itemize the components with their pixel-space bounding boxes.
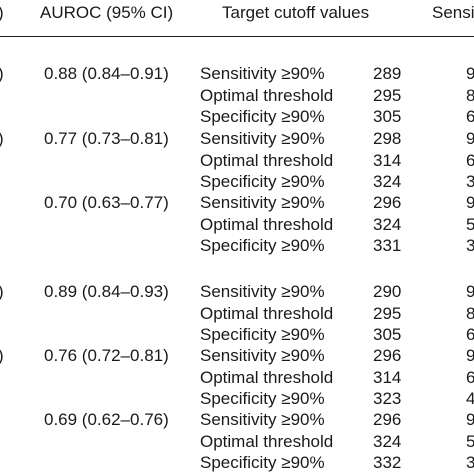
sensitivity-clipped-cell: 5 (466, 431, 474, 451)
table-row: Optimal threshold 324 5 (0, 432, 474, 454)
cutoff-value-cell: 324 (373, 214, 402, 234)
cutoff-label-cell: Specificity ≥90% (200, 325, 325, 344)
table-row: 0.69 (0.62–0.76) Sensitivity ≥90% 296 9 (0, 410, 474, 432)
sensitivity-clipped-cell: 9 (466, 129, 474, 148)
cutoff-value-cell: 324 (373, 431, 402, 451)
clipped-model-cell: ) (0, 346, 4, 366)
sensitivity-clipped-cell: 9 (466, 346, 474, 365)
cutoff-value-cell: 305 (373, 107, 402, 126)
clipped-model-cell: ) (0, 64, 4, 84)
cutoff-label-cell: Sensitivity ≥90% (200, 410, 325, 429)
sensitivity-clipped-cell: 3 (466, 236, 474, 255)
sensitivity-clipped-cell: 3 (466, 172, 474, 191)
cutoff-value-cell: 314 (373, 367, 402, 387)
header-rule (0, 36, 474, 37)
sensitivity-clipped-cell: 5 (466, 214, 474, 234)
cutoff-label-cell: Sensitivity ≥90% (200, 282, 325, 301)
cutoff-label-cell: Optimal threshold (200, 150, 334, 170)
cutoff-label-cell: Specificity ≥90% (200, 107, 325, 126)
header-clipped-col: ) (0, 3, 4, 23)
cutoff-value-cell: 331 (373, 236, 402, 255)
sensitivity-clipped-cell: 6 (466, 325, 474, 344)
table-row: Optimal threshold 324 5 (0, 215, 474, 237)
cutoff-label-cell: Optimal threshold (200, 431, 334, 451)
sensitivity-clipped-cell: 8 (466, 303, 474, 323)
cutoff-label-cell: Optimal threshold (200, 367, 334, 387)
table-row: Specificity ≥90% 331 3 (0, 236, 474, 258)
cutoff-value-cell: 323 (373, 389, 402, 408)
cutoff-label-cell: Specificity ≥90% (200, 172, 325, 191)
table-row: ) 0.76 (0.72–0.81) Sensitivity ≥90% 296 9 (0, 346, 474, 368)
cutoff-label-cell: Optimal threshold (200, 303, 334, 323)
cutoff-value-cell: 295 (373, 303, 402, 323)
table-header: ) AUROC (95% CI) Target cutoff values Se… (0, 0, 474, 36)
header-auroc: AUROC (95% CI) (40, 3, 174, 22)
sensitivity-clipped-cell: 9 (466, 282, 474, 301)
sensitivity-clipped-cell: 6 (466, 107, 474, 126)
header-sensitivity-clipped: Sensi (432, 3, 474, 22)
auroc-cell: 0.88 (0.84–0.91) (44, 64, 169, 83)
cutoff-label-cell: Sensitivity ≥90% (200, 129, 325, 148)
cutoff-value-cell: 296 (373, 193, 402, 212)
cutoff-label-cell: Specificity ≥90% (200, 236, 325, 255)
table-row: Specificity ≥90% 324 3 (0, 172, 474, 194)
table-row: ) 0.77 (0.73–0.81) Sensitivity ≥90% 298 9 (0, 129, 474, 151)
sensitivity-clipped-cell: 8 (466, 85, 474, 105)
sensitivity-clipped-cell: 9 (466, 410, 474, 429)
clipped-model-cell: ) (0, 129, 4, 149)
table-row: Specificity ≥90% 305 6 (0, 107, 474, 129)
sensitivity-clipped-cell: 3 (466, 453, 474, 472)
cutoff-value-cell: 289 (373, 64, 402, 83)
sensitivity-clipped-cell: 4 (466, 389, 474, 408)
cutoff-value-cell: 332 (373, 453, 402, 472)
table-row: Optimal threshold 314 6 (0, 151, 474, 173)
table-row: Specificity ≥90% 323 4 (0, 389, 474, 411)
cutoff-label-cell: Sensitivity ≥90% (200, 346, 325, 365)
cutoff-label-cell: Sensitivity ≥90% (200, 64, 325, 83)
cutoff-label-cell: Specificity ≥90% (200, 453, 325, 472)
sensitivity-clipped-cell: 6 (466, 150, 474, 170)
sensitivity-clipped-cell: 6 (466, 367, 474, 387)
sensitivity-clipped-cell: 9 (466, 193, 474, 212)
table-row: 0.70 (0.63–0.77) Sensitivity ≥90% 296 9 (0, 193, 474, 215)
auroc-cell: 0.70 (0.63–0.77) (44, 193, 169, 212)
table-row: ) 0.88 (0.84–0.91) Sensitivity ≥90% 289 9 (0, 64, 474, 86)
cutoff-value-cell: 314 (373, 150, 402, 170)
table-row: Specificity ≥90% 332 3 (0, 453, 474, 474)
header-target-cutoff: Target cutoff values (222, 3, 370, 22)
cutoff-label-cell: Optimal threshold (200, 85, 334, 105)
cutoff-value-cell: 290 (373, 282, 402, 301)
cutoff-value-cell: 298 (373, 129, 402, 148)
auroc-cell: 0.76 (0.72–0.81) (44, 346, 169, 365)
cutoff-label-cell: Optimal threshold (200, 214, 334, 234)
auroc-cell: 0.69 (0.62–0.76) (44, 410, 169, 429)
clipped-model-cell: ) (0, 282, 4, 302)
cutoff-label-cell: Sensitivity ≥90% (200, 193, 325, 212)
auroc-cell: 0.77 (0.73–0.81) (44, 129, 169, 148)
table-row: ) 0.89 (0.84–0.93) Sensitivity ≥90% 290 9 (0, 282, 474, 304)
cutoff-value-cell: 305 (373, 325, 402, 344)
table-row: Optimal threshold 295 8 (0, 304, 474, 326)
cutoff-value-cell: 296 (373, 346, 402, 365)
cutoff-value-cell: 295 (373, 85, 402, 105)
table-row: Optimal threshold 314 6 (0, 368, 474, 390)
cutoff-value-cell: 296 (373, 410, 402, 429)
auroc-cell: 0.89 (0.84–0.93) (44, 282, 169, 301)
cutoff-value-cell: 324 (373, 172, 402, 191)
table-row: Optimal threshold 295 8 (0, 86, 474, 108)
table-row: Specificity ≥90% 305 6 (0, 325, 474, 347)
sensitivity-clipped-cell: 9 (466, 64, 474, 83)
cutoff-label-cell: Specificity ≥90% (200, 389, 325, 408)
